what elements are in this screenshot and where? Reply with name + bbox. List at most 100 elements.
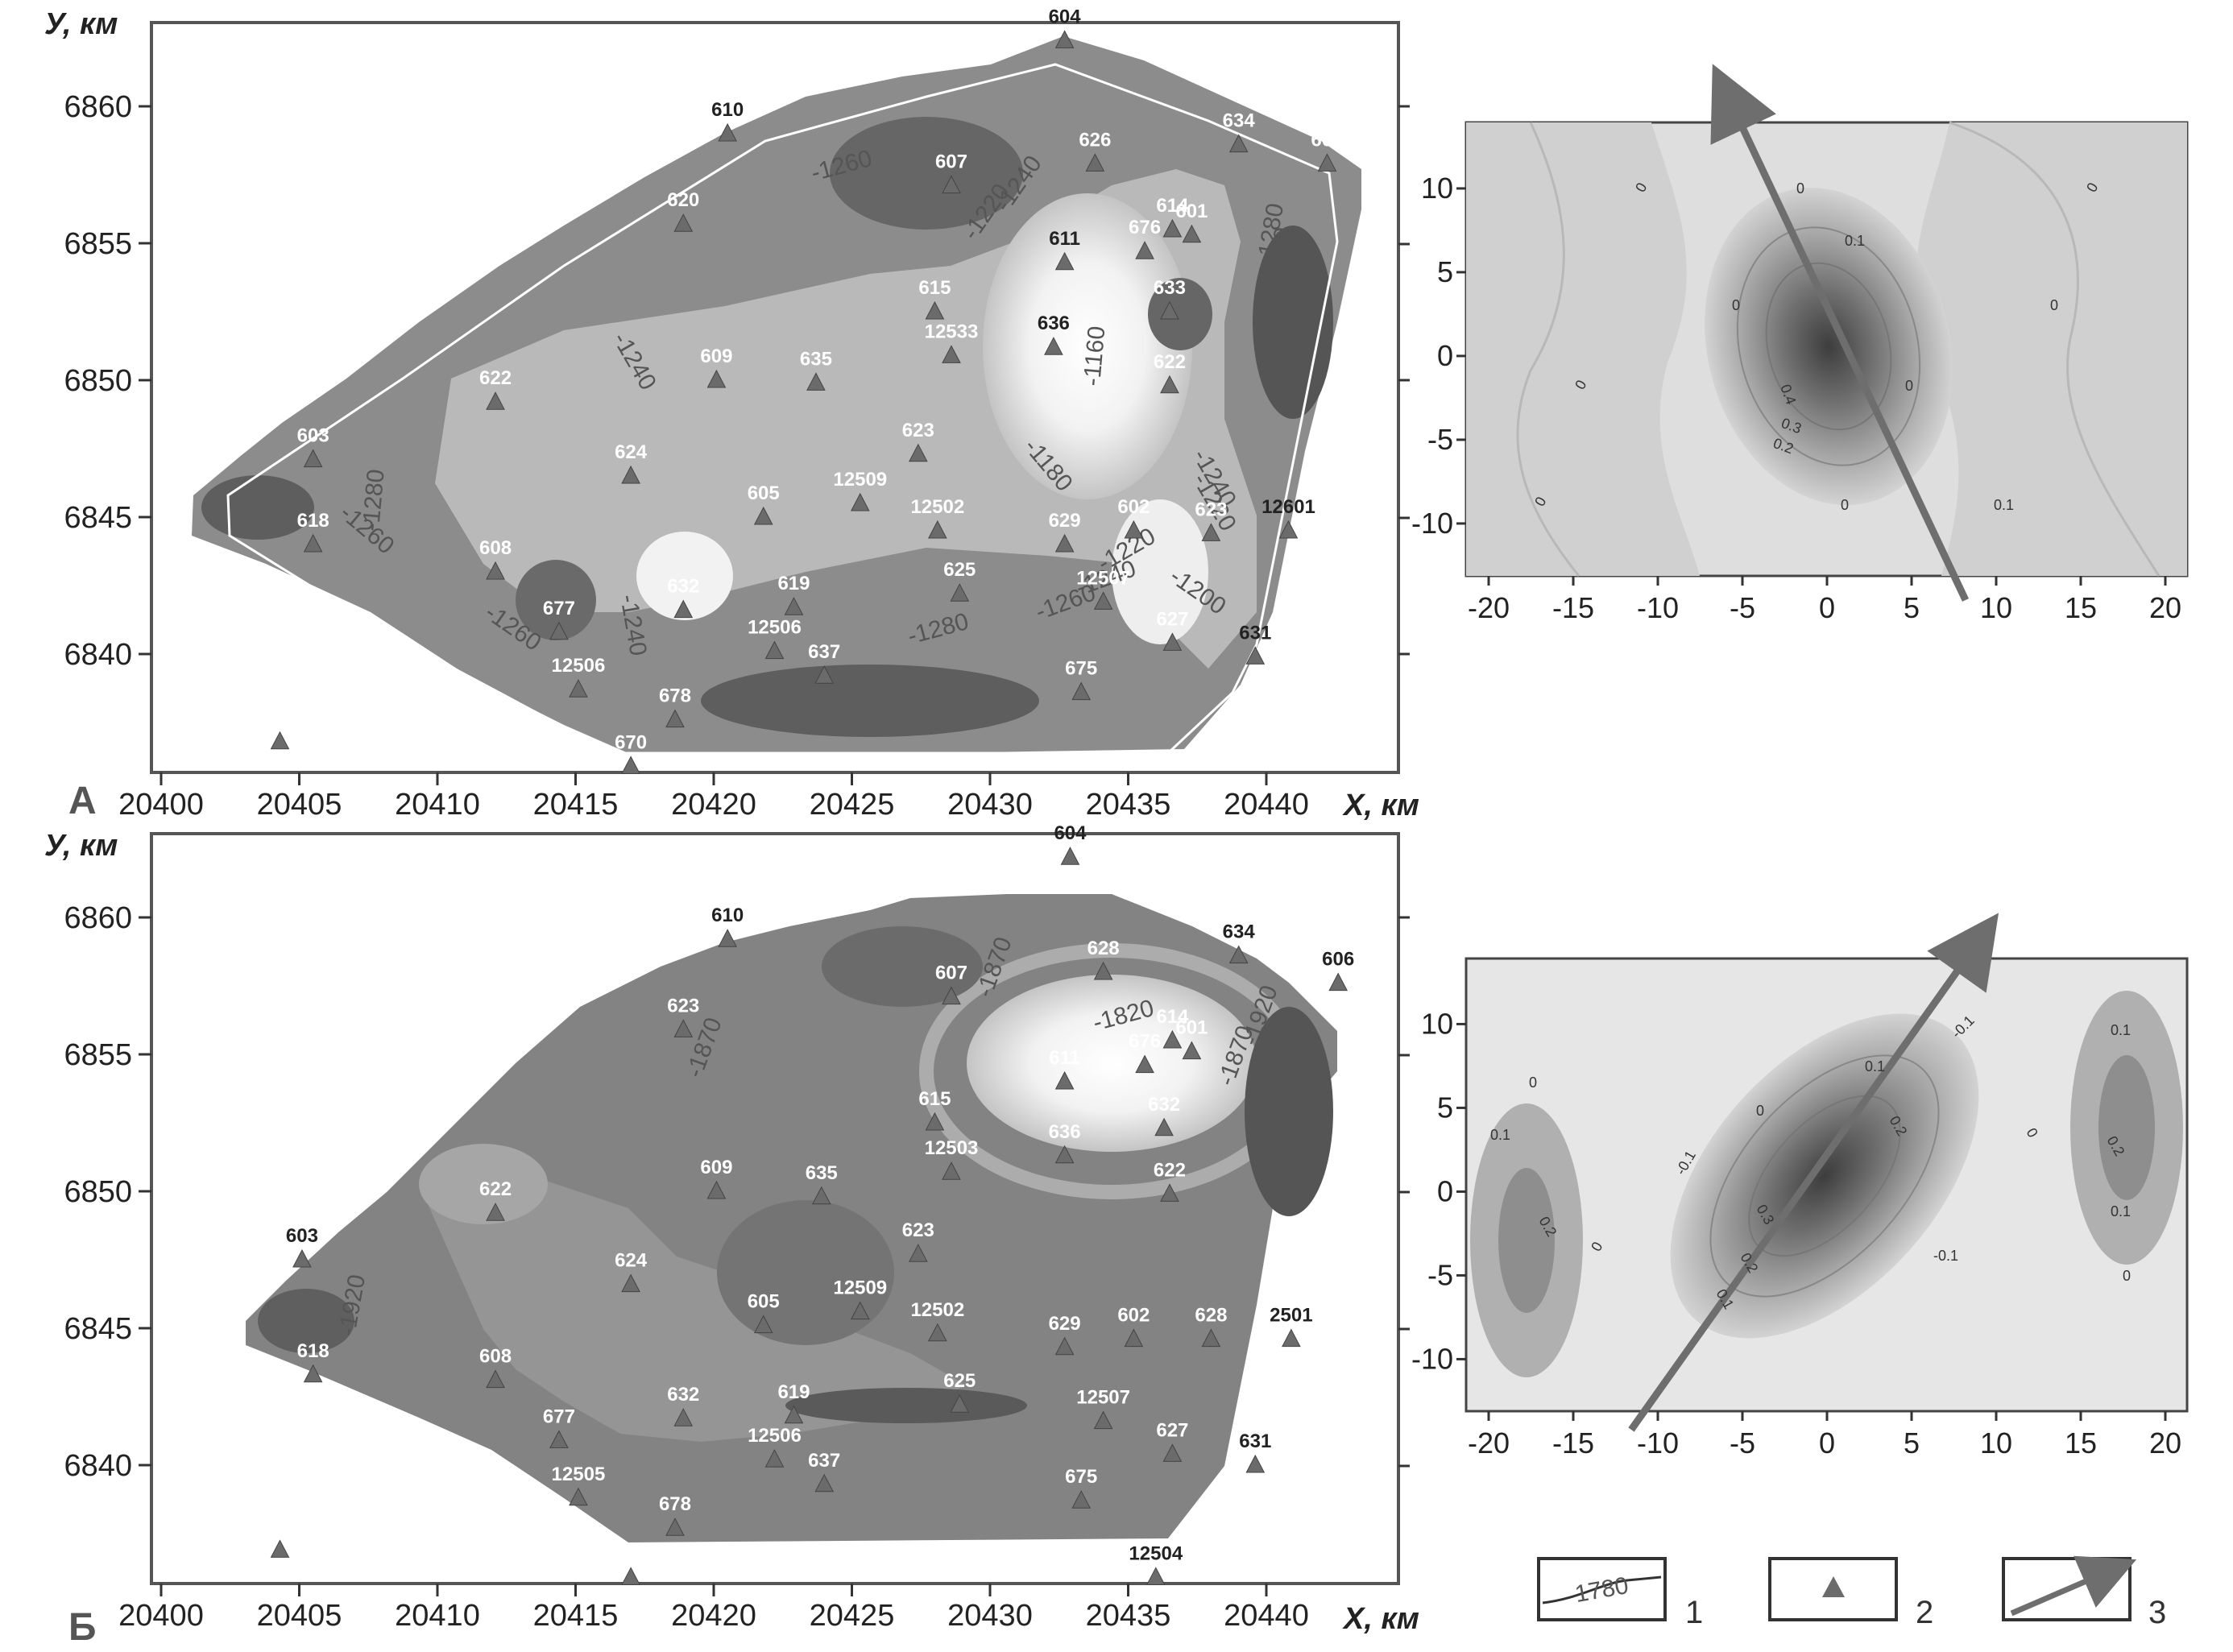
well-12507: 12507 <box>1076 1387 1130 1430</box>
well-609: 609 <box>700 346 732 388</box>
well-label: 632 <box>667 576 699 598</box>
well-label: 627 <box>1156 608 1188 630</box>
well-628: 628 <box>1195 1305 1227 1348</box>
well-670: 670 <box>615 731 647 774</box>
panel-a-right-ticks <box>1398 105 1410 656</box>
legend-well-triangle-icon <box>1822 1576 1845 1597</box>
well-triangle-icon <box>1160 375 1179 394</box>
well-678: 678 <box>659 685 691 728</box>
well-label: 601 <box>1175 201 1208 222</box>
well-label: 675 <box>1065 658 1097 680</box>
panel-b-low-5 <box>717 1200 894 1345</box>
well-label: 608 <box>479 1346 512 1368</box>
well-12502: 12502 <box>910 496 964 539</box>
x-tick-label: 15 <box>2065 1426 2097 1459</box>
well-triangle-icon <box>1160 300 1179 320</box>
well-label: 636 <box>1049 1121 1081 1143</box>
y-tick-label: 6860 <box>64 901 132 935</box>
panel-b-frame <box>150 832 1400 1585</box>
well-triangle-icon <box>706 1180 727 1199</box>
well-605: 605 <box>748 482 780 525</box>
well-label: 609 <box>700 346 732 367</box>
well-636: 636 <box>1049 1121 1081 1164</box>
well-label: 628 <box>1195 1305 1227 1327</box>
well-label: 604 <box>1054 822 1087 844</box>
well-triangle-icon <box>928 520 947 539</box>
panel-a-low-5 <box>1148 278 1212 350</box>
well-triangle-icon <box>1201 1328 1221 1348</box>
well-608: 608 <box>479 1346 512 1389</box>
well-12506: 12506 <box>748 617 802 660</box>
contour-label: 0 <box>2123 1268 2131 1284</box>
well-triangle-icon <box>1124 1328 1144 1348</box>
well-12502: 12502 <box>910 1299 964 1342</box>
well-label: 622 <box>1154 351 1186 373</box>
well-label: 607 <box>935 151 967 173</box>
well-triangle-icon <box>673 599 694 619</box>
well-triangle-icon <box>850 1301 870 1320</box>
well-label: 632 <box>667 1384 699 1406</box>
well-label: 622 <box>479 1178 512 1200</box>
panel-a-letter: А <box>68 780 97 822</box>
well-triangle-icon <box>1093 1410 1113 1430</box>
well-label: 610 <box>711 99 744 121</box>
y-tick-label: 5 <box>1437 255 1453 288</box>
corr-top-band-2 <box>1916 122 2187 576</box>
legend-arrow-icon <box>2010 1555 2137 1617</box>
y-tick-label: 6850 <box>64 1175 132 1209</box>
well-label: 12533 <box>925 321 979 342</box>
well-triangle-icon <box>925 1112 945 1131</box>
well-triangle-icon <box>1154 1117 1174 1137</box>
well-label: 12505 <box>552 1464 606 1485</box>
x-tick-label: -5 <box>1730 591 1755 624</box>
well-label: 614 <box>1156 1006 1189 1028</box>
well-label: 605 <box>748 482 780 504</box>
well-label: 611 <box>1049 1047 1080 1069</box>
well-618: 618 <box>297 510 329 553</box>
well-label: 12503 <box>925 1137 979 1159</box>
y-tick-label: 10 <box>1421 1007 1453 1040</box>
contour-label: -0.1 <box>1933 1248 1958 1264</box>
contour-label: 0.1 <box>1845 233 1865 249</box>
well-619: 619 <box>777 1381 810 1424</box>
well-triangle-icon <box>673 1408 694 1426</box>
well-678: 678 <box>659 1493 691 1536</box>
x-tick-label: 20440 <box>1224 1599 1309 1633</box>
well-615: 615 <box>918 1088 951 1131</box>
well-label: 607 <box>935 963 967 984</box>
well-677: 677 <box>543 1406 575 1448</box>
well-label: 603 <box>297 425 329 447</box>
well-label: 624 <box>615 1250 648 1272</box>
y-tick-label: 0 <box>1437 339 1453 372</box>
panel-a-low-4 <box>1253 226 1333 419</box>
corr-top-peak <box>1705 187 1953 506</box>
well-triangle-icon <box>806 372 826 391</box>
well-label: 12508 <box>253 707 307 729</box>
corr-bottom-peak <box>1670 1013 1979 1339</box>
well-606: 606 <box>1322 949 1354 992</box>
x-tick-label: -10 <box>1637 1426 1679 1459</box>
panel-b-light-2 <box>419 1144 548 1224</box>
contour-label: 0.1 <box>2111 1022 2131 1038</box>
well-triangle-icon <box>665 1517 685 1536</box>
x-tick-label: 20405 <box>257 1599 342 1633</box>
corr-bottom-right-lobe-core <box>2098 1055 2155 1200</box>
x-tick-label: 20440 <box>1224 788 1309 822</box>
x-tick-label: -5 <box>1730 1426 1755 1459</box>
well-triangle-icon <box>1124 520 1144 539</box>
panel-a-x-ticks: 20400 20405 20410 20415 20420 20425 20430 20435… <box>118 772 1309 822</box>
corr-top-y-ticks: 10 5 0 -5 -10 <box>1411 172 1466 540</box>
well-label: 12506 <box>748 617 802 639</box>
well-623: 623 <box>667 995 699 1037</box>
x-tick-label: 20425 <box>810 1599 895 1633</box>
well-label: 623 <box>1195 499 1227 520</box>
well-label: 623 <box>902 1219 934 1241</box>
well-635: 635 <box>806 1162 838 1205</box>
panel-a-low-6 <box>516 560 596 640</box>
x-tick-label: 20415 <box>533 788 619 822</box>
well-triangle-icon <box>814 665 835 684</box>
well-label: 614 <box>1156 195 1189 217</box>
well-label: 12508 <box>253 1515 307 1537</box>
well-625: 625 <box>943 1370 976 1413</box>
well-triangle-icon <box>292 1248 312 1268</box>
